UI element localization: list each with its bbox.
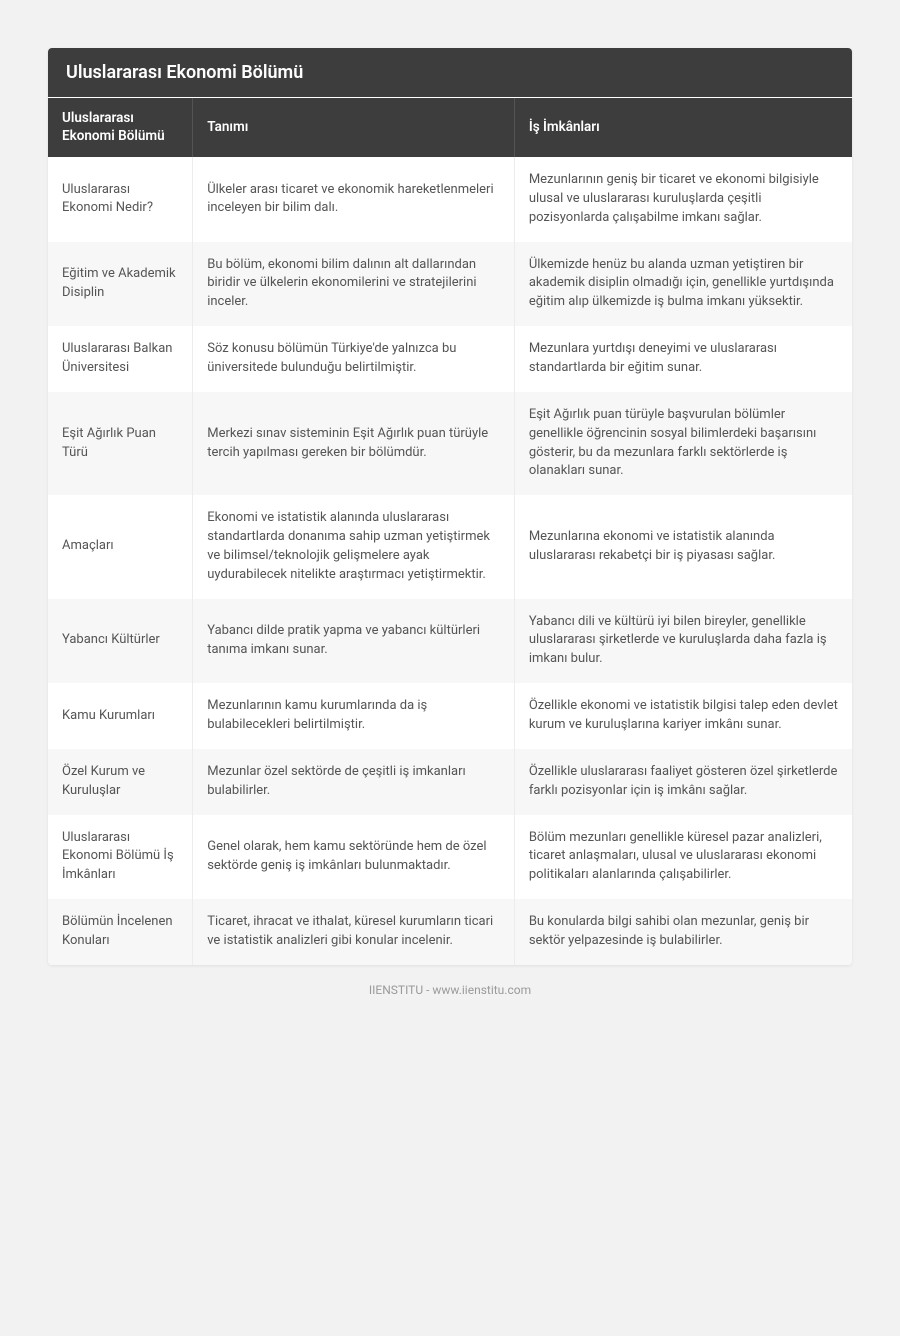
table-cell: Mezunlarının kamu kurumlarında da iş bul… bbox=[193, 683, 515, 749]
table-row: Uluslararası Ekonomi Bölümü İş İmkânları… bbox=[48, 815, 852, 900]
table-cell: Bölüm mezunları genellikle küresel pazar… bbox=[514, 815, 852, 900]
table-cell: Mezunlarına ekonomi ve istatistik alanın… bbox=[514, 495, 852, 598]
table-header: Uluslararası Ekonomi Bölümü Tanımı İş İm… bbox=[48, 98, 852, 157]
table-cell: Eşit Ağırlık Puan Türü bbox=[48, 392, 193, 495]
table-cell: Yabancı dili ve kültürü iyi bilen bireyl… bbox=[514, 599, 852, 684]
table-cell: Mezunlara yurtdışı deneyimi ve uluslarar… bbox=[514, 326, 852, 392]
table-cell: Ülkemizde henüz bu alanda uzman yetiştir… bbox=[514, 242, 852, 327]
table-cell: Uluslararası Balkan Üniversitesi bbox=[48, 326, 193, 392]
column-header: Tanımı bbox=[193, 98, 515, 157]
table-cell: Uluslararası Ekonomi Nedir? bbox=[48, 157, 193, 242]
table-cell: Uluslararası Ekonomi Bölümü İş İmkânları bbox=[48, 815, 193, 900]
table-cell: Yabancı dilde pratik yapma ve yabancı kü… bbox=[193, 599, 515, 684]
table-cell: Özel Kurum ve Kuruluşlar bbox=[48, 749, 193, 815]
table-cell: Bu konularda bilgi sahibi olan mezunlar,… bbox=[514, 899, 852, 965]
table-cell: Bölümün İncelenen Konuları bbox=[48, 899, 193, 965]
table-row: Yabancı KültürlerYabancı dilde pratik ya… bbox=[48, 599, 852, 684]
table-cell: Ticaret, ihracat ve ithalat, küresel kur… bbox=[193, 899, 515, 965]
table-row: Kamu KurumlarıMezunlarının kamu kurumlar… bbox=[48, 683, 852, 749]
table-cell: Özellikle uluslararası faaliyet gösteren… bbox=[514, 749, 852, 815]
table-row: AmaçlarıEkonomi ve istatistik alanında u… bbox=[48, 495, 852, 598]
table-cell: Yabancı Kültürler bbox=[48, 599, 193, 684]
table-row: Bölümün İncelenen KonularıTicaret, ihrac… bbox=[48, 899, 852, 965]
table-cell: Ekonomi ve istatistik alanında uluslarar… bbox=[193, 495, 515, 598]
table-cell: Özellikle ekonomi ve istatistik bilgisi … bbox=[514, 683, 852, 749]
table-cell: Eğitim ve Akademik Disiplin bbox=[48, 242, 193, 327]
column-header: Uluslararası Ekonomi Bölümü bbox=[48, 98, 193, 157]
table-cell: Kamu Kurumları bbox=[48, 683, 193, 749]
data-table: Uluslararası Ekonomi Bölümü Tanımı İş İm… bbox=[48, 98, 852, 965]
table-cell: Merkezi sınav sisteminin Eşit Ağırlık pu… bbox=[193, 392, 515, 495]
table-cell: Söz konusu bölümün Türkiye'de yalnızca b… bbox=[193, 326, 515, 392]
table-cell: Bu bölüm, ekonomi bilim dalının alt dall… bbox=[193, 242, 515, 327]
table-title: Uluslararası Ekonomi Bölümü bbox=[48, 48, 852, 98]
table-cell: Genel olarak, hem kamu sektöründe hem de… bbox=[193, 815, 515, 900]
table-cell: Amaçları bbox=[48, 495, 193, 598]
table-row: Uluslararası Balkan ÜniversitesiSöz konu… bbox=[48, 326, 852, 392]
table-row: Özel Kurum ve KuruluşlarMezunlar özel se… bbox=[48, 749, 852, 815]
table-cell: Mezunlar özel sektörde de çeşitli iş imk… bbox=[193, 749, 515, 815]
table-cell: Eşit Ağırlık puan türüyle başvurulan böl… bbox=[514, 392, 852, 495]
table-row: Eşit Ağırlık Puan TürüMerkezi sınav sist… bbox=[48, 392, 852, 495]
table-card: Uluslararası Ekonomi Bölümü Uluslararası… bbox=[48, 48, 852, 965]
column-header: İş İmkânları bbox=[514, 98, 852, 157]
table-cell: Ülkeler arası ticaret ve ekonomik hareke… bbox=[193, 157, 515, 242]
footer-text: IIENSTITU - www.iienstitu.com bbox=[48, 983, 852, 997]
table-cell: Mezunlarının geniş bir ticaret ve ekonom… bbox=[514, 157, 852, 242]
table-row: Uluslararası Ekonomi Nedir?Ülkeler arası… bbox=[48, 157, 852, 242]
table-body: Uluslararası Ekonomi Nedir?Ülkeler arası… bbox=[48, 157, 852, 965]
table-row: Eğitim ve Akademik DisiplinBu bölüm, eko… bbox=[48, 242, 852, 327]
